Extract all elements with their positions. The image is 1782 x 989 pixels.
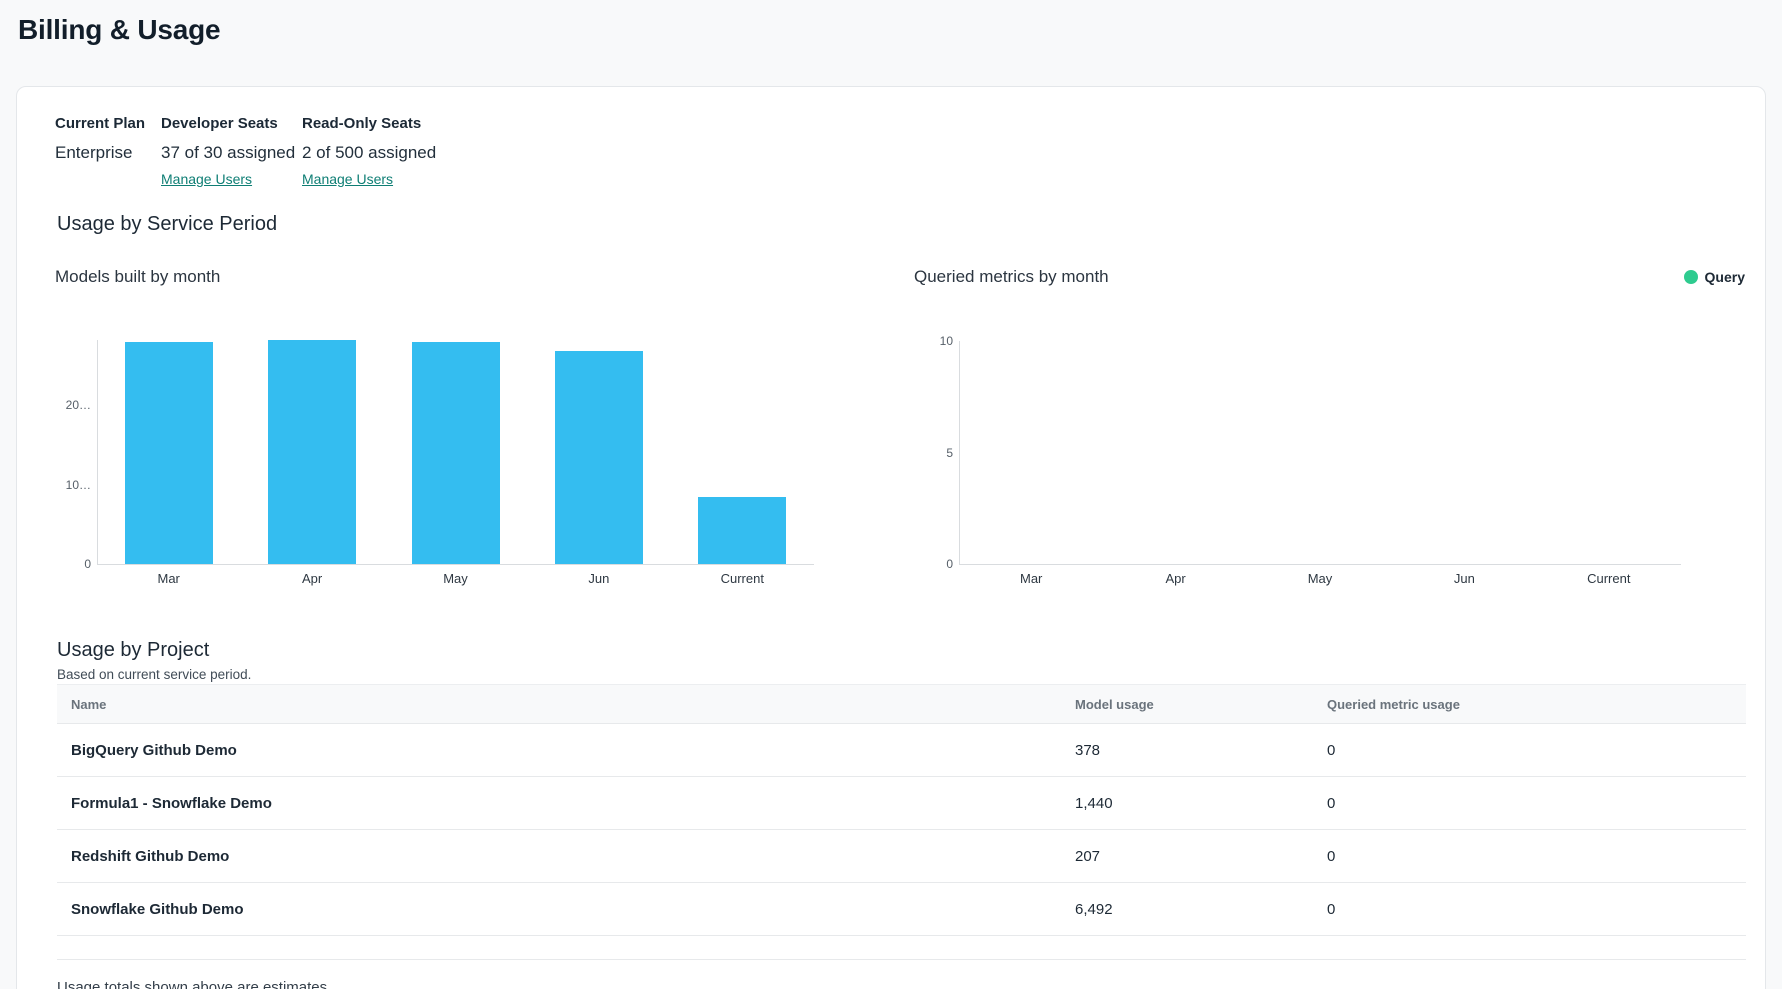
x-axis-line: [959, 564, 1681, 565]
project-name-cell: BigQuery Github Demo: [71, 742, 237, 759]
queried-metric-usage-cell: 0: [1327, 795, 1336, 812]
current-plan-section: Current Plan Enterprise: [55, 115, 146, 162]
model-usage-cell: 6,492: [1075, 901, 1113, 918]
queried-metric-usage-cell: 0: [1327, 901, 1336, 918]
read-only-seats-label: Read-Only Seats: [302, 115, 422, 132]
table-body: BigQuery Github Demo 378 0 Formula1 - Snowf…: [57, 724, 1746, 936]
queried-metrics-chart-title: Queried metrics by month: [914, 267, 1109, 286]
y-tick-label: 10…: [65, 477, 91, 492]
query-legend: Query: [1683, 269, 1745, 285]
model-usage-cell: 378: [1075, 742, 1101, 759]
bar-may[interactable]: [411, 341, 500, 564]
x-tick-label: May: [1307, 571, 1333, 586]
bar-jun[interactable]: [554, 351, 643, 564]
project-name-cell: Formula1 - Snowflake Demo: [71, 795, 272, 812]
x-tick-label: Mar: [1019, 571, 1043, 586]
models-built-chart: 0 10… 20… Mar Apr May Jun Current: [57, 331, 837, 597]
usage-estimates-note: Usage totals shown above are estimates.: [57, 979, 332, 989]
project-name-cell: Snowflake Github Demo: [71, 901, 244, 918]
x-tick-label: Apr: [1165, 571, 1186, 586]
usage-by-project-subheading: Based on current service period.: [57, 667, 252, 682]
y-tick-label: 20…: [65, 398, 91, 413]
bar-apr[interactable]: [268, 340, 357, 564]
x-tick-label: Jun: [1453, 571, 1475, 586]
queried-metric-usage-cell: 0: [1327, 742, 1336, 759]
x-axis-line: [97, 564, 814, 565]
billing-card: Current Plan Enterprise Developer Seats …: [16, 86, 1766, 989]
x-tick-label: Apr: [301, 571, 323, 586]
current-plan-label: Current Plan: [55, 115, 146, 132]
x-tick-label: Mar: [157, 571, 180, 586]
x-tick-label: May: [443, 571, 468, 586]
table-row: Formula1 - Snowflake Demo 1,440 0: [57, 777, 1746, 830]
y-axis-line: [97, 340, 98, 564]
read-only-seats-manage-users-link[interactable]: Manage Users: [302, 171, 394, 187]
column-header-queried-metric-usage: Queried metric usage: [1327, 697, 1460, 712]
bar-mar[interactable]: [124, 341, 213, 564]
column-header-name: Name: [71, 697, 107, 712]
y-tick-label: 5: [946, 445, 953, 460]
developer-seats-section: Developer Seats 37 of 30 assigned Manage…: [161, 115, 295, 187]
usage-by-project-heading: Usage by Project: [57, 639, 210, 661]
models-built-chart-title: Models built by month: [55, 267, 221, 286]
bar-current[interactable]: [698, 497, 787, 564]
read-only-seats-section: Read-Only Seats 2 of 500 assigned Manage…: [302, 115, 436, 187]
usage-table: Name Model usage Queried metric usage Bi…: [57, 684, 1746, 960]
table-footer-spacer: [57, 936, 1746, 960]
x-tick-label: Current: [720, 571, 764, 586]
table-header-row: Name Model usage Queried metric usage: [57, 684, 1746, 724]
y-tick-label: 0: [84, 557, 91, 571]
model-usage-cell: 1,440: [1075, 795, 1113, 812]
page-title: Billing & Usage: [18, 14, 221, 45]
table-row: BigQuery Github Demo 378 0: [57, 724, 1746, 777]
y-axis-line: [959, 341, 960, 564]
queried-metrics-chart: 0 5 10 Mar Apr May Jun Current: [921, 331, 1721, 597]
y-tick-label: 0: [946, 557, 953, 571]
current-plan-value: Enterprise: [55, 143, 133, 162]
y-tick-label: 10: [939, 334, 953, 348]
legend-label: Query: [1704, 269, 1745, 285]
project-name-cell: Redshift Github Demo: [71, 848, 230, 865]
legend-dot-icon: [1683, 270, 1698, 284]
x-tick-label: Jun: [588, 571, 610, 586]
queried-metric-usage-cell: 0: [1327, 848, 1336, 865]
table-row: Redshift Github Demo 207 0: [57, 830, 1746, 883]
column-header-model-usage: Model usage: [1075, 697, 1154, 712]
developer-seats-manage-users-link[interactable]: Manage Users: [161, 171, 253, 187]
developer-seats-label: Developer Seats: [161, 115, 278, 132]
model-usage-cell: 207: [1075, 848, 1101, 865]
read-only-seats-value: 2 of 500 assigned: [302, 143, 437, 162]
table-row: Snowflake Github Demo 6,492 0: [57, 883, 1746, 936]
developer-seats-value: 37 of 30 assigned: [161, 143, 296, 162]
usage-by-service-period-heading: Usage by Service Period: [57, 213, 278, 235]
x-tick-label: Current: [1587, 571, 1631, 586]
